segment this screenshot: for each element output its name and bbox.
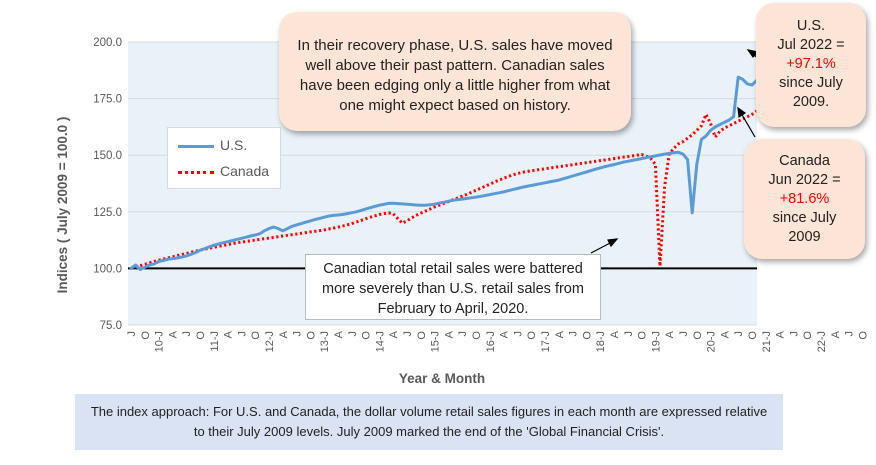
canada-arrowhead-icon	[737, 106, 747, 119]
annotation-recovery-text: In their recovery phase, U.S. sales have…	[297, 37, 613, 114]
x-tick-label: O	[637, 331, 649, 340]
x-tick-label: J	[678, 331, 690, 337]
y-tick-label: 75.0	[100, 320, 122, 332]
x-tick-label: O	[195, 331, 207, 340]
x-tick-label: A	[775, 330, 787, 338]
legend-label-us: U.S.	[220, 137, 248, 153]
x-tick-label: O	[692, 331, 704, 340]
x-tick-label: J	[457, 331, 469, 337]
x-tick-label: 12-J	[264, 331, 276, 352]
x-tick-label: J	[292, 331, 304, 337]
series-layer	[129, 47, 805, 271]
us-arrowhead-icon	[746, 49, 760, 58]
x-tick-label: 10-J	[154, 331, 166, 352]
y-tick-label: 125.0	[93, 207, 122, 219]
annotation-battered: Canadian total retail sales were battere…	[305, 254, 601, 320]
x-tick-label: A	[554, 330, 566, 338]
us-box-line4: 2009.	[792, 94, 830, 110]
battered-arrow	[590, 241, 613, 254]
x-tick-label: 11-J	[209, 331, 221, 352]
x-tick-label: J	[402, 331, 414, 337]
x-tick-label: J	[236, 331, 248, 337]
x-tick-label: J	[844, 331, 856, 337]
x-tick-label: A	[609, 330, 621, 338]
legend-label-canada: Canada	[220, 163, 270, 179]
x-tick-label: J	[623, 331, 635, 337]
y-tick-label: 175.0	[93, 94, 122, 106]
x-tick-label: 14-J	[374, 331, 386, 352]
annotation-us-change: U.S. Jul 2022 = +97.1% since July 2009.	[756, 3, 866, 127]
x-tick-label: O	[747, 331, 759, 340]
annotation-canada-change: Canada Jun 2022 = +81.6% since July 2009	[744, 139, 865, 259]
x-tick-label: 13-J	[319, 331, 331, 352]
x-tick-label: O	[802, 331, 814, 340]
canada-box-line3: since July	[772, 210, 837, 226]
x-tick-label: O	[250, 331, 262, 340]
y-tick-label: 100.0	[93, 263, 122, 275]
legend-swatch-canada	[178, 171, 214, 174]
x-tick-label: J	[512, 331, 524, 337]
series-line-us	[129, 47, 805, 271]
x-tick-label: J	[347, 331, 359, 337]
x-tick-label: 18-J	[595, 331, 607, 352]
x-tick-label: 21-J	[761, 331, 773, 352]
battered-arrowhead-icon	[607, 238, 619, 248]
x-tick-label: O	[857, 331, 869, 340]
x-tick-label: A	[499, 330, 511, 338]
x-tick-label: 20-J	[706, 331, 718, 352]
x-axis-title: Year & Month	[399, 371, 485, 386]
x-tick-label: A	[278, 330, 290, 338]
x-tick-label: 22-J	[816, 331, 828, 352]
annotation-battered-text: Canadian total retail sales were battere…	[322, 261, 584, 317]
x-tick-label: A	[664, 330, 676, 338]
x-tick-label: A	[333, 330, 345, 338]
x-tick-label: 17-J	[540, 331, 552, 352]
y-tick-label: 200.0	[93, 37, 122, 49]
x-tick-label: A	[388, 330, 400, 338]
x-tick-label: A	[167, 330, 179, 338]
footnote-text: The index approach: For U.S. and Canada,…	[90, 404, 768, 439]
y-axis-ticks: 75.0 100.0 125.0 150.0 175.0 200.0	[93, 37, 122, 332]
canada-box-line2: Jun 2022 =	[768, 172, 841, 188]
legend: U.S. Canada	[167, 127, 281, 189]
us-box-line3: since July	[779, 75, 843, 91]
x-tick-label: A	[443, 330, 455, 338]
x-axis-ticks: J O 10-J A J O 11-J A J O 12-J A J O 13-J A J O 14-J A J O 15-…	[126, 330, 869, 352]
x-tick-label: O	[471, 331, 483, 340]
x-tick-label: J	[788, 331, 800, 337]
x-tick-label: 15-J	[430, 331, 442, 352]
x-tick-label: O	[416, 331, 428, 340]
x-tick-label: O	[305, 331, 317, 340]
x-tick-label: J	[126, 331, 138, 337]
x-tick-label: 16-J	[485, 331, 497, 352]
series-line-canada	[130, 82, 795, 270]
annotation-recovery: In their recovery phase, U.S. sales have…	[279, 12, 631, 131]
x-tick-label: O	[581, 331, 593, 340]
y-axis-title: Indices ( July 2009 = 100.0 )	[55, 117, 70, 294]
us-box-line1: U.S.	[796, 18, 826, 34]
footnote: The index approach: For U.S. and Canada,…	[75, 394, 783, 450]
x-tick-label: O	[140, 331, 152, 340]
x-tick-label: O	[526, 331, 538, 340]
x-tick-label: A	[719, 330, 731, 338]
x-tick-label: 19-J	[650, 331, 662, 352]
y-tick-label: 150.0	[93, 150, 122, 162]
canada-box-line4: 2009	[788, 229, 821, 245]
canada-box-line1: Canada	[779, 153, 830, 169]
us-box-line2: Jul 2022 =	[777, 37, 845, 53]
x-tick-label: J	[568, 331, 580, 337]
x-tick-label: A	[830, 330, 842, 338]
canada-arrow	[740, 112, 756, 138]
canada-box-value: +81.6%	[779, 191, 830, 207]
x-tick-label: J	[181, 331, 193, 337]
x-tick-label: A	[223, 330, 235, 338]
legend-swatch-us	[178, 145, 214, 148]
x-tick-label: J	[733, 331, 745, 337]
us-box-value: +97.1%	[786, 56, 836, 72]
x-tick-label: O	[361, 331, 373, 340]
